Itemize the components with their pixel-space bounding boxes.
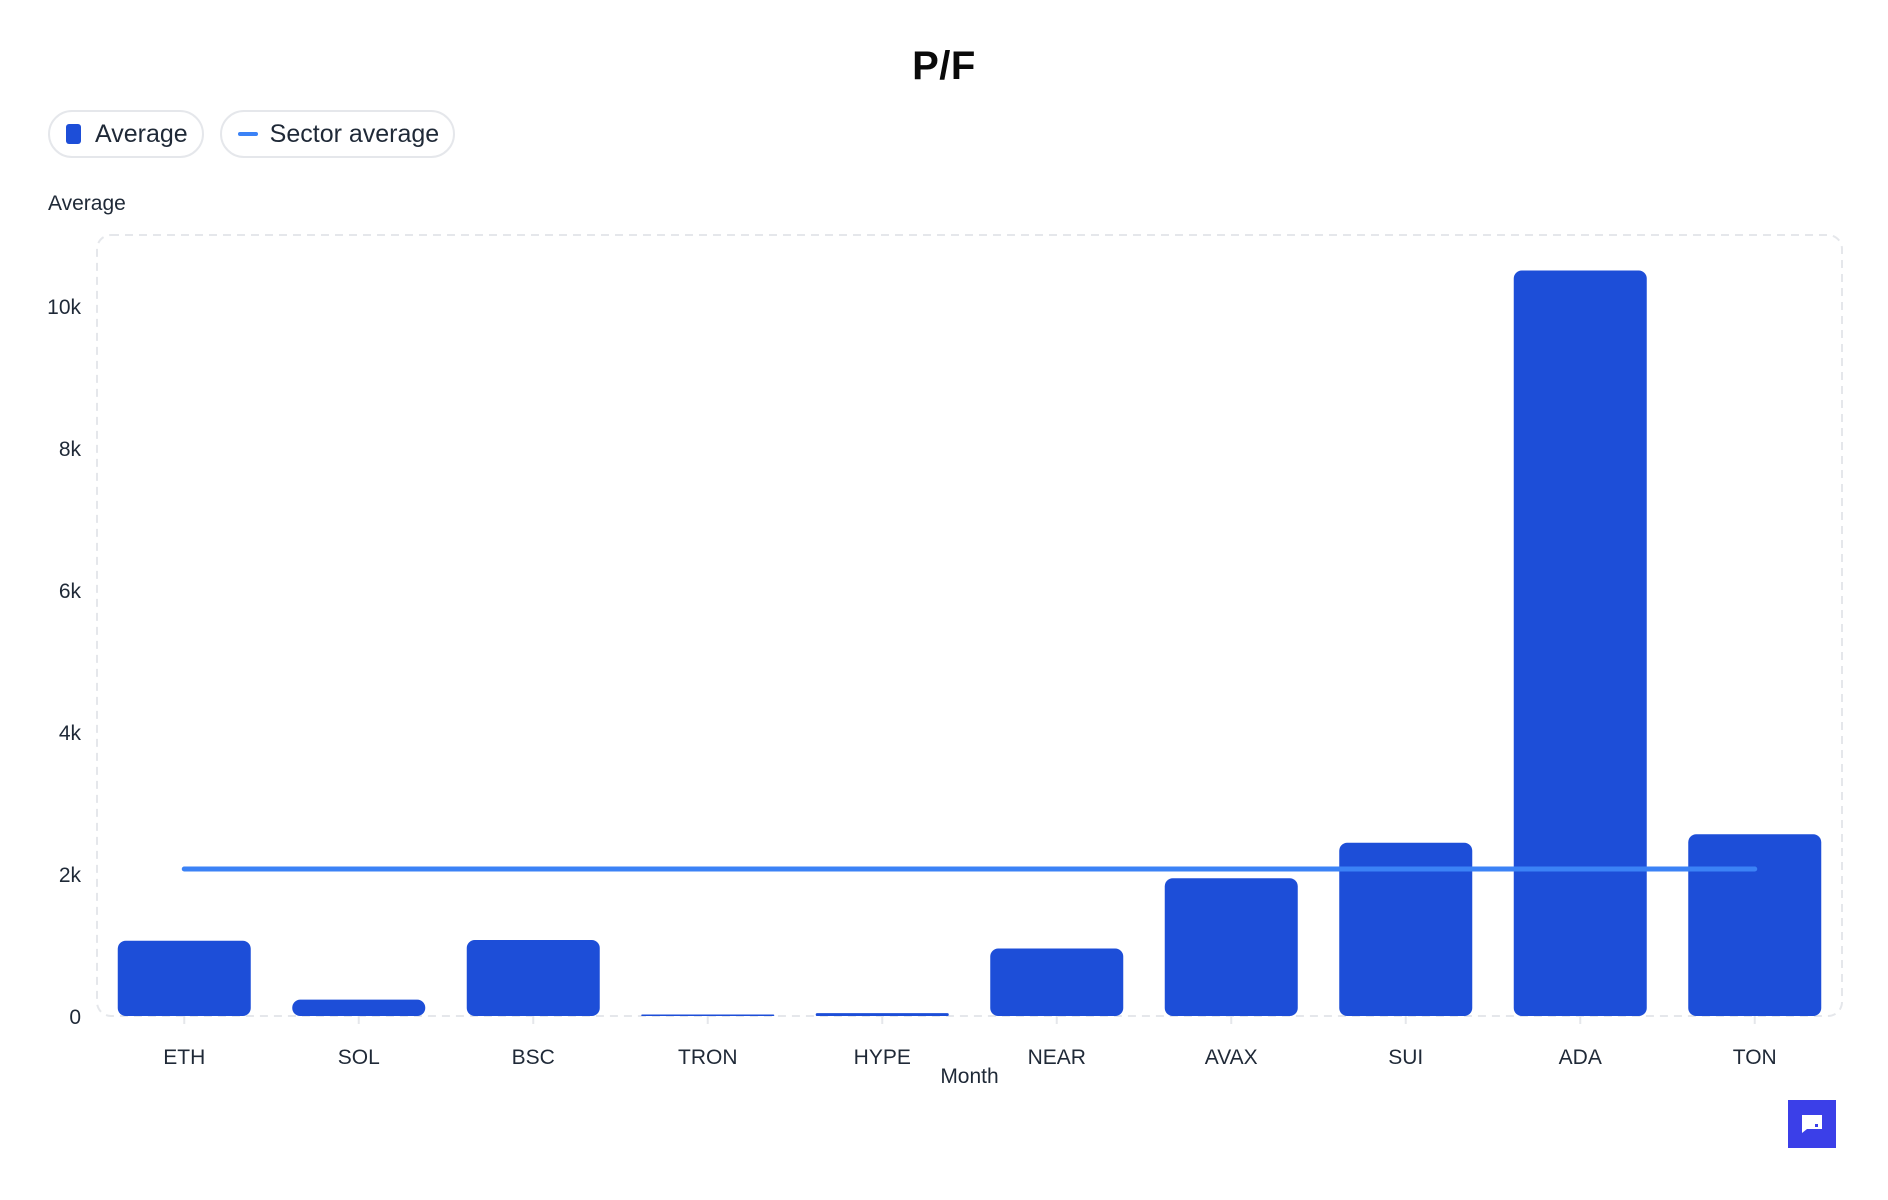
chart-title: P/F bbox=[912, 44, 976, 88]
bar-ada[interactable] bbox=[1513, 270, 1647, 1017]
y-tick-label: 2k bbox=[59, 864, 82, 887]
x-tick-label: ADA bbox=[1559, 1046, 1602, 1069]
chat-icon bbox=[1802, 1115, 1822, 1133]
y-tick-label: 10k bbox=[47, 296, 81, 319]
bar-sol[interactable] bbox=[292, 999, 426, 1016]
bars-group bbox=[117, 270, 1822, 1017]
y-tick-label: 0 bbox=[69, 1006, 81, 1029]
x-tick-label: BSC bbox=[512, 1046, 555, 1069]
x-tick-label: HYPE bbox=[854, 1046, 911, 1069]
legend-item-sector-average[interactable]: Sector average bbox=[219, 110, 456, 158]
x-tick-label: SOL bbox=[338, 1046, 380, 1069]
bar-tron[interactable] bbox=[641, 1014, 775, 1017]
x-tick-label: TON bbox=[1733, 1046, 1777, 1069]
x-tick-label: TRON bbox=[678, 1046, 738, 1069]
bar-avax[interactable] bbox=[1164, 878, 1298, 1016]
line-swatch-icon bbox=[237, 132, 258, 136]
legend-label-sector-average: Sector average bbox=[269, 119, 440, 148]
y-tick-label: 8k bbox=[59, 438, 82, 461]
bar-sui[interactable] bbox=[1339, 842, 1473, 1016]
bar-hype[interactable] bbox=[815, 1013, 949, 1016]
y-tick-label: 4k bbox=[59, 722, 82, 745]
bar-bsc[interactable] bbox=[466, 940, 600, 1016]
bar-near[interactable] bbox=[990, 948, 1124, 1016]
x-tick-label: SUI bbox=[1388, 1046, 1423, 1069]
x-tick-label: AVAX bbox=[1205, 1046, 1258, 1069]
y-ticks-group: 0 2k 4k 6k 8k 10k bbox=[47, 296, 81, 1029]
x-tick-label: ETH bbox=[163, 1046, 205, 1069]
y-tick-label: 6k bbox=[59, 580, 82, 603]
chat-button[interactable] bbox=[1788, 1100, 1836, 1148]
x-axis-label: Month bbox=[940, 1065, 998, 1088]
legend-item-average[interactable]: Average bbox=[48, 110, 204, 158]
x-tick-label: NEAR bbox=[1028, 1046, 1086, 1069]
x-ticks-group: ETH SOL BSC TRON HYPE NEAR AVAX SUI ADA TON bbox=[163, 1016, 1777, 1069]
bar-eth[interactable] bbox=[117, 940, 251, 1016]
legend-label-average: Average bbox=[95, 119, 188, 148]
bar-swatch-icon bbox=[66, 124, 81, 144]
bar-ton[interactable] bbox=[1688, 834, 1822, 1016]
plot-area-frame bbox=[96, 234, 1843, 1017]
y-axis-label: Average bbox=[48, 192, 126, 215]
legend: Average Sector average bbox=[48, 110, 456, 158]
